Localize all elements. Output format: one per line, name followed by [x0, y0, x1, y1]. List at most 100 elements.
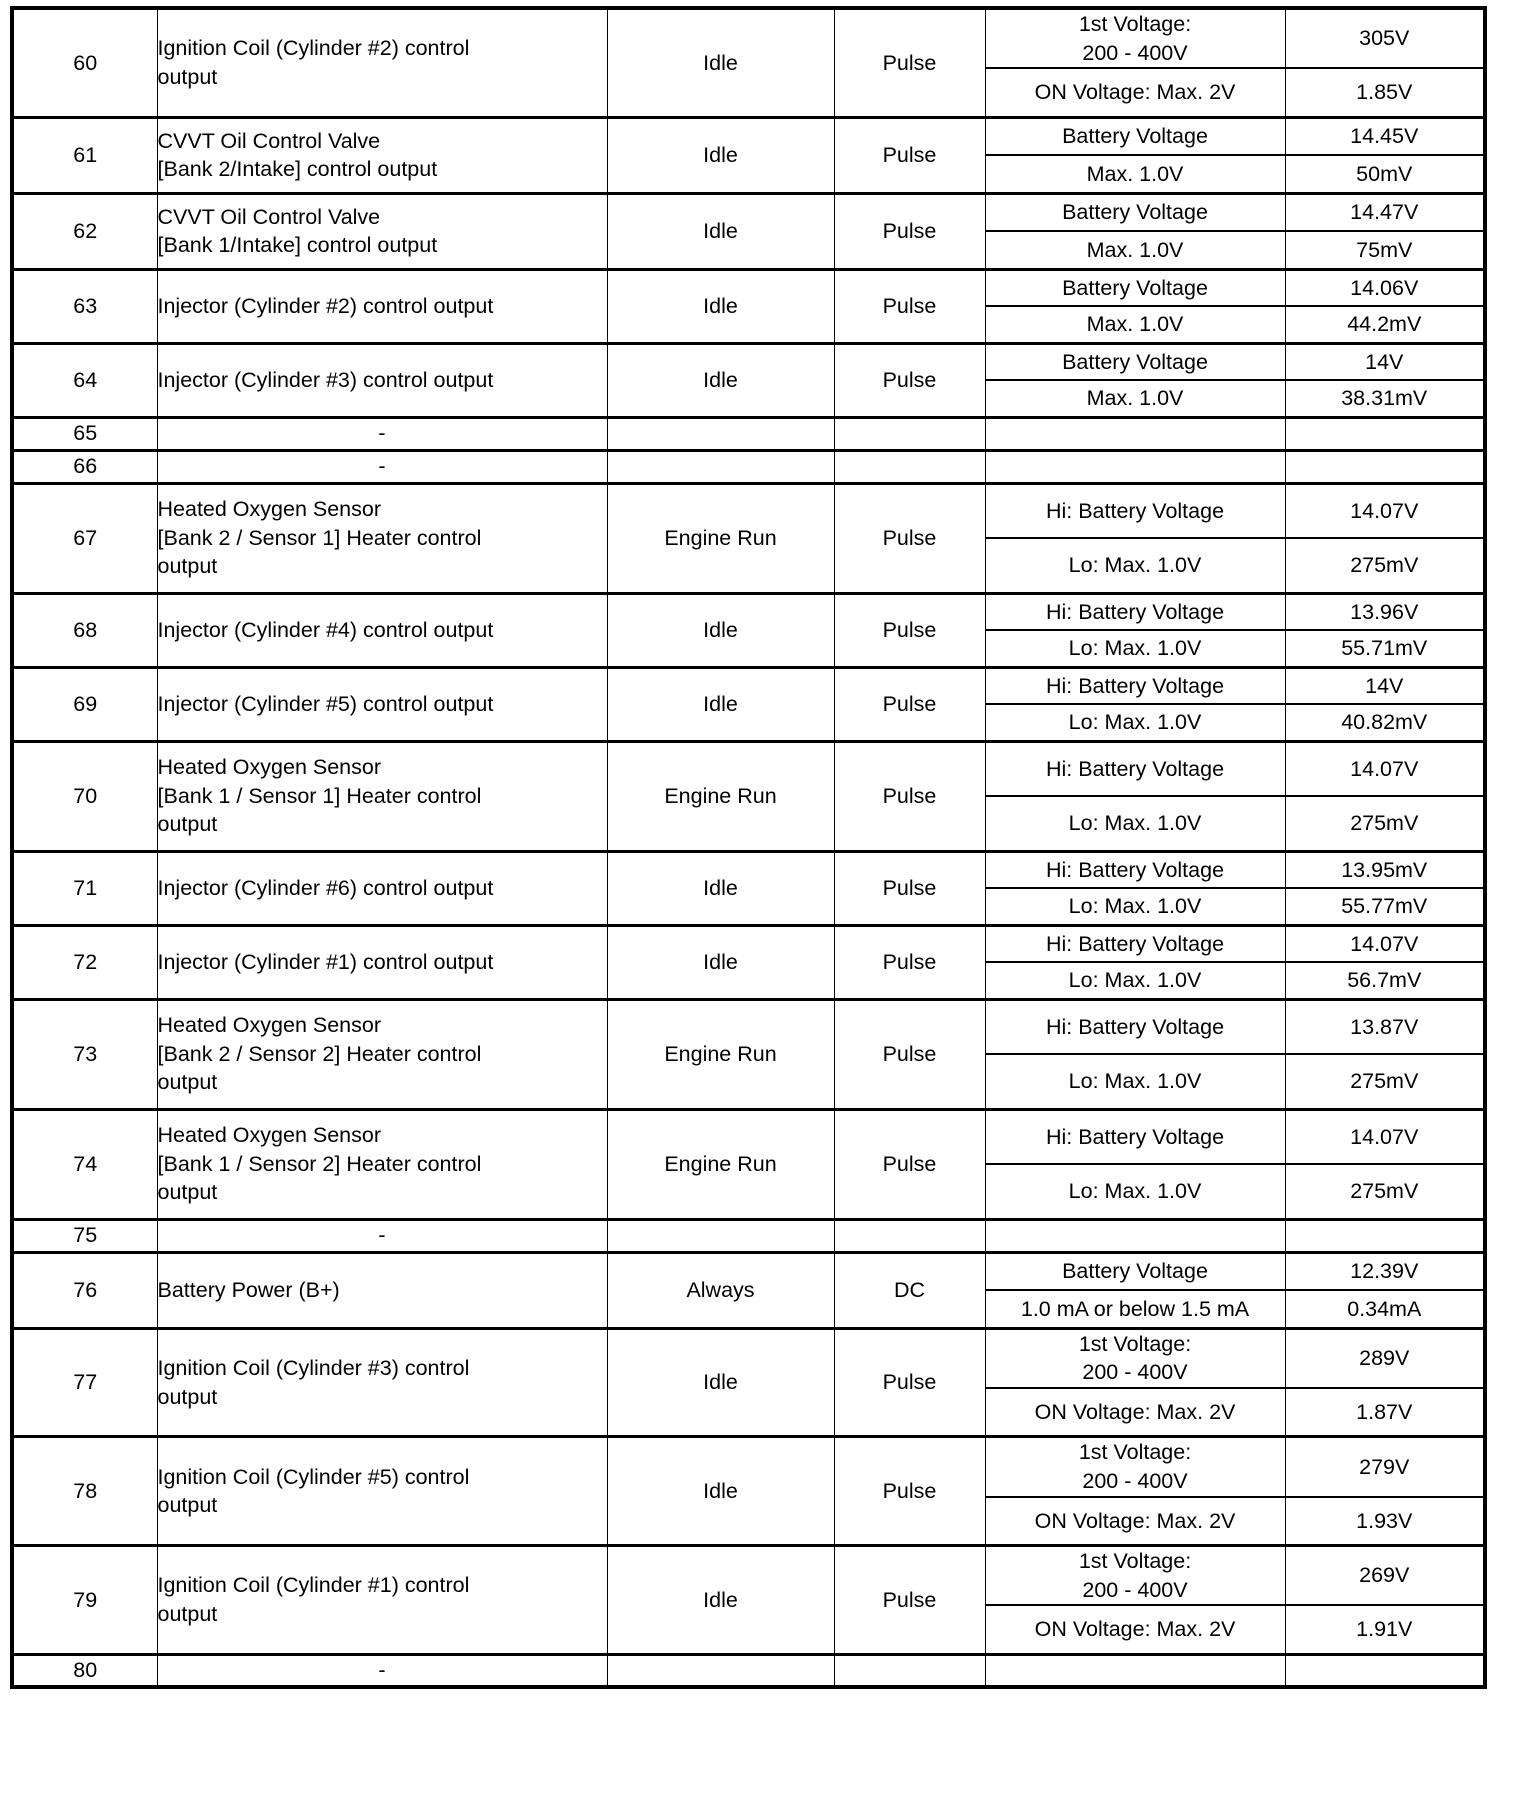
cell-terminal-number: 73: [11, 997, 158, 1110]
specification-line: 200 - 400V: [1082, 1360, 1188, 1385]
cell-description: -: [156, 448, 608, 484]
cell-specification: ON Voltage: Max. 2V: [984, 1604, 1286, 1655]
cell-specification: Max. 1.0V: [984, 305, 1286, 344]
cell-condition: Idle: [606, 341, 835, 418]
description-line: Ignition Coil (Cylinder #2) control: [157, 36, 470, 61]
cell-measured-value: 1.85V: [1284, 67, 1486, 118]
cell-description: CVVT Oil Control Valve [Bank 2/Intake] co…: [156, 115, 608, 194]
cell-specification: [984, 415, 1286, 451]
cell-measured-value: 289V: [1284, 1326, 1486, 1389]
table-row: 80 -: [11, 1652, 1486, 1688]
cell-measured-value: [1284, 448, 1486, 484]
cell-condition: Always: [606, 1250, 835, 1329]
cell-measured-value: 44.2mV: [1284, 305, 1486, 344]
description-line: output: [157, 1070, 218, 1095]
description-line: Ignition Coil (Cylinder #3) control: [157, 1355, 470, 1380]
table-row: Lo: Max. 1.0V 55.77mV: [12, 887, 1486, 926]
description-line: Heated Oxygen Sensor: [157, 1123, 382, 1148]
cell-measured-value: 40.82mV: [1284, 703, 1486, 742]
table-row: Max. 1.0V 75mV: [12, 230, 1486, 270]
description-line: Injector (Cylinder #5) control output: [157, 691, 494, 716]
cell-terminal-number: 68: [11, 591, 158, 668]
cell-specification: [984, 448, 1286, 484]
table-row: 64 Injector (Cylinder #3) control output I…: [11, 341, 1486, 418]
cell-specification: Hi: Battery Voltage: [984, 849, 1286, 889]
table-body: 60 Ignition Coil (Cylinder #2) control out…: [11, 6, 1486, 1688]
cell-terminal-number: 64: [11, 341, 158, 418]
specification-line: Max. 1.0V: [1086, 161, 1184, 186]
specification-line: 1st Voltage:: [1078, 12, 1192, 36]
cell-measured-value: 14.45V: [1284, 115, 1486, 156]
cell-description: -: [156, 1652, 608, 1688]
cell-signal-type: Pulse: [833, 591, 986, 668]
cell-specification: 1st Voltage: 200 - 400V: [984, 1326, 1286, 1389]
specification-line: Hi: Battery Voltage: [1045, 1014, 1225, 1039]
description-line: Injector (Cylinder #6) control output: [157, 875, 494, 900]
cell-description: Injector (Cylinder #1) control output: [156, 923, 608, 1000]
cell-measured-value: 13.87V: [1284, 997, 1486, 1055]
cell-specification: Hi: Battery Voltage: [984, 923, 1286, 963]
cell-terminal-number: 60: [11, 6, 158, 118]
cell-terminal-number: 62: [11, 191, 158, 270]
description-line: Heated Oxygen Sensor: [157, 1013, 382, 1038]
cell-terminal-number: 77: [11, 1326, 158, 1438]
cell-signal-type: [833, 448, 986, 484]
cell-measured-value: 13.95mV: [1284, 849, 1486, 889]
specification-line: ON Voltage: Max. 2V: [1034, 1399, 1236, 1424]
cell-condition: Idle: [606, 923, 835, 1000]
table-row: 67 Heated Oxygen Sensor [Bank 2 / Sensor 1…: [11, 481, 1486, 594]
cell-signal-type: [833, 1217, 986, 1253]
specification-line: 200 - 400V: [1082, 40, 1188, 65]
cell-specification: Lo: Max. 1.0V: [984, 703, 1286, 742]
cell-specification: Hi: Battery Voltage: [984, 665, 1286, 705]
specification-line: Lo: Max. 1.0V: [1068, 553, 1202, 578]
cell-measured-value: 275mV: [1284, 1053, 1486, 1110]
cell-terminal-number: 80: [11, 1652, 158, 1688]
cell-condition: [606, 1652, 835, 1688]
cell-specification: Hi: Battery Voltage: [984, 591, 1286, 631]
description-line: output: [157, 64, 218, 89]
cell-terminal-number: 78: [11, 1435, 158, 1547]
cell-measured-value: 14.07V: [1284, 739, 1486, 797]
cell-measured-value: 1.91V: [1284, 1604, 1486, 1655]
cell-condition: Idle: [606, 1326, 835, 1438]
cell-specification: Max. 1.0V: [984, 154, 1286, 194]
cell-description: -: [156, 1217, 608, 1253]
table-row: 1.0 mA or below 1.5 mA 0.34mA: [12, 1289, 1486, 1329]
cell-condition: [606, 1217, 835, 1253]
cell-specification: Max. 1.0V: [984, 230, 1286, 270]
specification-line: Battery Voltage: [1062, 349, 1208, 374]
description-line: Heated Oxygen Sensor: [157, 755, 382, 780]
specification-line: Lo: Max. 1.0V: [1068, 968, 1202, 993]
table-row: ON Voltage: Max. 2V 1.91V: [12, 1604, 1486, 1655]
cell-measured-value: 75mV: [1284, 230, 1486, 270]
specification-line: Battery Voltage: [1062, 124, 1208, 149]
cell-description: Battery Power (B+): [156, 1250, 608, 1329]
cell-signal-type: Pulse: [833, 1107, 986, 1220]
cell-condition: Engine Run: [606, 739, 835, 852]
table-row: Lo: Max. 1.0V 56.7mV: [12, 961, 1486, 1000]
description-line: Injector (Cylinder #3) control output: [157, 367, 494, 392]
specification-line: Hi: Battery Voltage: [1045, 1124, 1225, 1149]
specification-line: Lo: Max. 1.0V: [1068, 1069, 1202, 1094]
cell-measured-value: [1284, 1217, 1486, 1253]
description-line: CVVT Oil Control Valve: [157, 128, 381, 153]
description-line: [Bank 1 / Sensor 1] Heater control: [157, 783, 482, 808]
cell-signal-type: Pulse: [833, 267, 986, 344]
description-line: [Bank 1/Intake] control output: [157, 233, 438, 258]
cell-measured-value: 56.7mV: [1284, 961, 1486, 1000]
specification-line: Battery Voltage: [1062, 275, 1208, 300]
specification-line: Hi: Battery Voltage: [1045, 857, 1225, 882]
cell-specification: 1st Voltage: 200 - 400V: [984, 6, 1286, 69]
description-line: Injector (Cylinder #4) control output: [157, 617, 494, 642]
cell-signal-type: Pulse: [833, 849, 986, 926]
cell-condition: Idle: [606, 267, 835, 344]
description-line: Heated Oxygen Sensor: [157, 497, 382, 522]
table-row: Lo: Max. 1.0V 55.71mV: [12, 629, 1486, 668]
specification-line: Hi: Battery Voltage: [1045, 756, 1225, 781]
specification-line: 200 - 400V: [1082, 1468, 1188, 1493]
table-row: 69 Injector (Cylinder #5) control output I…: [11, 665, 1486, 742]
ecm-terminal-spec-table: 60 Ignition Coil (Cylinder #2) control out…: [10, 6, 1487, 1690]
description-line: CVVT Oil Control Valve: [157, 204, 381, 229]
cell-signal-type: Pulse: [833, 665, 986, 742]
